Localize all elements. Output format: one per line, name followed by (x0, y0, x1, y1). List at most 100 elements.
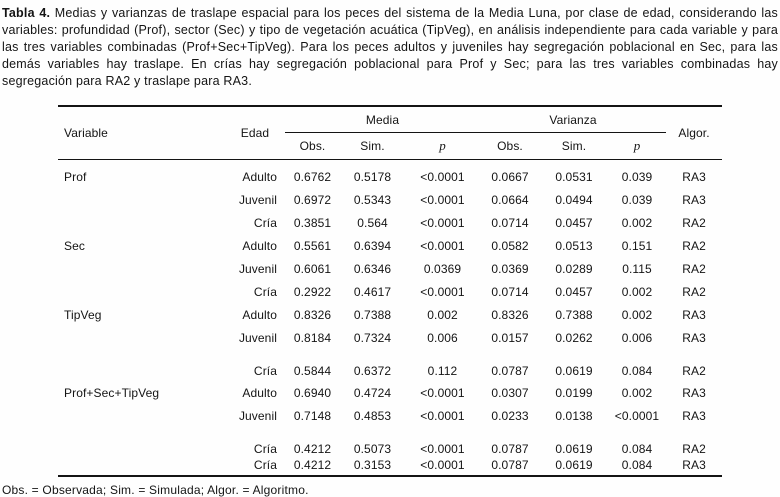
cell-m-p: <0.0001 (420, 284, 465, 299)
cell-m-p: <0.0001 (420, 192, 465, 207)
cell-algor: RA2 (682, 238, 706, 253)
cell-v-sim: 0.0619 (555, 458, 593, 472)
table-row: Juvenil 0.6972 0.5343 <0.0001 0.0664 0.0494 0.… (58, 188, 722, 211)
cell-v-obs: 0.0787 (491, 458, 529, 472)
cell-edad: Cría (253, 442, 277, 456)
cell-v-obs: 0.0157 (491, 330, 529, 345)
cell-variable (58, 211, 225, 234)
cell-v-p: <0.0001 (614, 408, 660, 423)
cell-m-obs: 0.6762 (293, 169, 332, 184)
cell-v-sim: 0.0289 (555, 261, 593, 276)
cell-v-p: 0.039 (621, 169, 653, 184)
cell-m-sim: 0.7324 (353, 330, 392, 345)
cell-v-obs: 0.0714 (491, 284, 529, 299)
cell-m-sim: 0.564 (357, 215, 388, 230)
cell-m-p: <0.0001 (420, 442, 465, 456)
cell-m-sim: 0.4724 (353, 385, 392, 400)
cell-v-p: 0.002 (621, 215, 653, 230)
cell-v-sim: 0.0457 (555, 215, 593, 230)
cell-edad: Juvenil (238, 192, 277, 207)
cell-m-obs: 0.3851 (293, 215, 332, 230)
cell-edad: Juvenil (238, 261, 277, 276)
cell-variable: Prof (64, 169, 87, 184)
cell-m-obs: 0.8326 (293, 307, 332, 322)
cell-variable (58, 188, 225, 211)
cell-variable (58, 404, 225, 427)
cell-v-obs: 0.0307 (491, 385, 529, 400)
cell-m-sim: 0.5343 (353, 192, 392, 207)
header-varianza-sim: Sim. (540, 132, 608, 160)
cell-algor: RA3 (682, 307, 706, 322)
cell-edad: Adulto (242, 385, 277, 400)
cell-v-p: 0.084 (621, 364, 653, 378)
cell-m-sim: 0.4617 (353, 284, 392, 299)
cell-v-obs: 0.0714 (491, 215, 529, 230)
cell-m-sim: 0.5178 (353, 169, 392, 184)
cell-algor: RA3 (682, 192, 706, 207)
caption-label: Tabla 4. (2, 6, 51, 20)
cell-m-obs: 0.6061 (293, 261, 332, 276)
cell-m-sim: 0.6394 (353, 238, 392, 253)
cell-m-p: <0.0001 (420, 238, 465, 253)
cell-v-p: 0.151 (621, 238, 653, 253)
cell-variable (58, 458, 225, 476)
cell-v-p: 0.002 (621, 307, 653, 322)
cell-v-obs: 0.0787 (491, 442, 529, 456)
table-row: Cría 0.5844 0.6372 0.112 0.0787 0.0619 0.084 RA… (58, 349, 722, 381)
cell-m-obs: 0.4212 (293, 458, 332, 472)
cell-algor: RA3 (682, 458, 706, 472)
cell-algor: RA2 (682, 215, 706, 230)
cell-v-obs: 0.0787 (491, 364, 529, 378)
table-row: Prof Adulto 0.6762 0.5178 <0.0001 0.0667 0.053… (58, 160, 722, 189)
table-row: Cría 0.4212 0.5073 <0.0001 0.0787 0.0619 0.084… (58, 427, 722, 458)
cell-m-obs: 0.5844 (293, 364, 332, 378)
cell-variable (58, 349, 225, 381)
table-row: Prof+Sec+TipVeg Adulto 0.6940 0.4724 <0.0001… (58, 381, 722, 404)
cell-edad: Cría (253, 364, 277, 378)
cell-edad: Adulto (242, 238, 277, 253)
table-row: Juvenil 0.8184 0.7324 0.006 0.0157 0.0262 0.00… (58, 326, 722, 349)
cell-m-sim: 0.6372 (353, 364, 392, 378)
cell-v-sim: 0.0457 (555, 284, 593, 299)
cell-v-sim: 0.0138 (555, 408, 593, 423)
cell-m-p: <0.0001 (420, 385, 465, 400)
cell-v-sim: 0.0262 (555, 330, 593, 345)
cell-v-p: 0.084 (621, 442, 653, 456)
cell-v-obs: 0.0582 (491, 238, 529, 253)
cell-v-sim: 0.0494 (555, 192, 593, 207)
cell-variable (58, 427, 225, 458)
cell-variable (58, 257, 225, 280)
table-row: Cría 0.4212 0.3153 <0.0001 0.0787 0.0619 0.084… (58, 458, 722, 476)
cell-m-obs: 0.2922 (293, 284, 332, 299)
cell-v-obs: 0.0664 (491, 192, 529, 207)
header-media: Media (285, 106, 480, 133)
header-variable: Variable (58, 106, 225, 160)
cell-v-obs: 0.0667 (491, 169, 529, 184)
cell-algor: RA2 (682, 261, 706, 276)
cell-v-p: 0.039 (621, 192, 653, 207)
table-row: Juvenil 0.6061 0.6346 0.0369 0.0369 0.0289 0.1… (58, 257, 722, 280)
cell-m-p: <0.0001 (420, 408, 465, 423)
table-row: Sec Adulto 0.5561 0.6394 <0.0001 0.0582 0.0513… (58, 234, 722, 257)
cell-m-sim: 0.7388 (353, 307, 392, 322)
header-varianza: Varianza (480, 106, 667, 133)
cell-variable: TipVeg (64, 307, 102, 322)
header-algor: Algor. (666, 106, 723, 160)
table-row: Cría 0.3851 0.564 <0.0001 0.0714 0.0457 0.002 R… (58, 211, 722, 234)
cell-m-sim: 0.3153 (353, 458, 392, 472)
cell-edad: Adulto (242, 307, 277, 322)
header-media-p: p (405, 132, 480, 160)
cell-v-sim: 0.0531 (555, 169, 593, 184)
cell-m-p: 0.006 (427, 330, 458, 345)
table-footnote: Obs. = Observada; Sim. = Simulada; Algor… (2, 483, 309, 497)
cell-algor: RA2 (682, 284, 706, 299)
table-row: Cría 0.2922 0.4617 <0.0001 0.0714 0.0457 0.002… (58, 280, 722, 303)
table-row: TipVeg Adulto 0.8326 0.7388 0.002 0.8326 0.738… (58, 303, 722, 326)
cell-m-sim: 0.5073 (353, 442, 392, 456)
cell-v-sim: 0.0199 (555, 385, 593, 400)
cell-edad: Cría (253, 458, 277, 472)
cell-v-sim: 0.0513 (555, 238, 593, 253)
header-edad: Edad (225, 106, 285, 160)
table-caption: Tabla 4. Medias y varianzas de traslape … (2, 5, 778, 90)
